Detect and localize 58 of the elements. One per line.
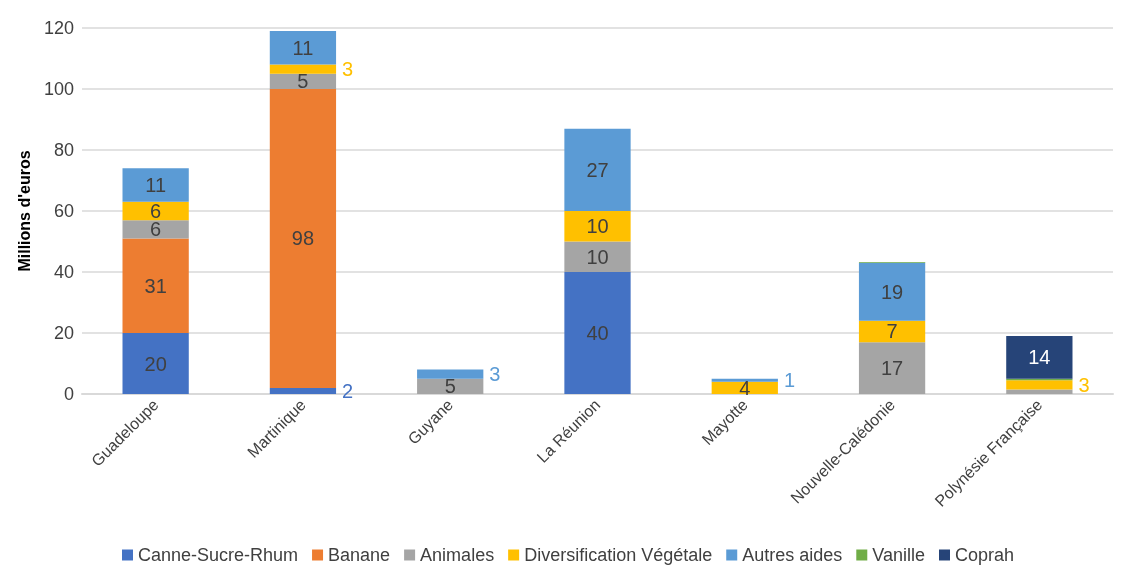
bar: [122, 201, 189, 221]
bar: [564, 272, 631, 394]
data-label: 5: [444, 375, 456, 398]
bar: [269, 31, 337, 65]
data-label: 19: [880, 280, 904, 303]
bar: [711, 378, 778, 382]
data-label: 31: [144, 274, 167, 297]
data-label: 10: [586, 245, 609, 268]
bar: [269, 387, 337, 394]
data-label: 3: [342, 58, 354, 81]
legend-label: Canne-Sucre-Rhum: [137, 545, 299, 565]
y-tick-label: 120: [43, 18, 74, 38]
data-label: 14: [1028, 346, 1051, 369]
bar: [269, 64, 337, 74]
legend-label: Banane: [328, 545, 391, 565]
legend-label: Vanille: [872, 545, 925, 565]
bar: [858, 320, 926, 343]
data-label: 5: [297, 70, 309, 93]
bar: [122, 220, 189, 239]
data-label: 20: [144, 352, 167, 375]
bar: [1006, 336, 1073, 379]
bar: [564, 211, 631, 242]
y-tick-label: 60: [53, 201, 74, 221]
data-label: 27: [586, 158, 609, 181]
data-label: 98: [291, 227, 315, 250]
data-label: 3: [489, 363, 501, 386]
bar: [122, 333, 189, 394]
y-tick-label: 40: [53, 262, 74, 282]
bar: [711, 381, 778, 394]
data-label: 7: [886, 320, 898, 343]
legend-label: Autres aides: [742, 545, 843, 565]
bar: [858, 262, 926, 321]
data-label: 11: [292, 36, 314, 59]
bar: [1006, 380, 1073, 390]
legend-label: Diversification Végétale: [524, 545, 713, 565]
data-label: 3: [1078, 373, 1090, 396]
y-tick-label: 0: [63, 384, 74, 404]
y-tick-label: 20: [53, 323, 74, 343]
bar: [564, 241, 631, 272]
bar: [858, 342, 926, 394]
y-axis-title: Millions d'euros: [15, 150, 33, 272]
data-label: 10: [586, 215, 609, 238]
data-label: 2: [342, 379, 354, 402]
bar: [417, 369, 484, 379]
data-label: 11: [145, 174, 167, 197]
y-tick-label: 80: [53, 140, 74, 160]
legend-label: Animales: [420, 545, 495, 565]
bar: [1006, 389, 1073, 394]
data-label: 4: [739, 376, 751, 399]
bar: [122, 238, 189, 333]
bar: [122, 168, 189, 202]
data-label: 17: [880, 357, 904, 380]
bar: [269, 89, 337, 388]
legend-label: Coprah: [954, 545, 1015, 565]
data-label: 40: [586, 322, 609, 344]
y-tick-label: 100: [43, 79, 74, 99]
bar: [564, 128, 631, 211]
data-label: 1: [783, 369, 796, 392]
